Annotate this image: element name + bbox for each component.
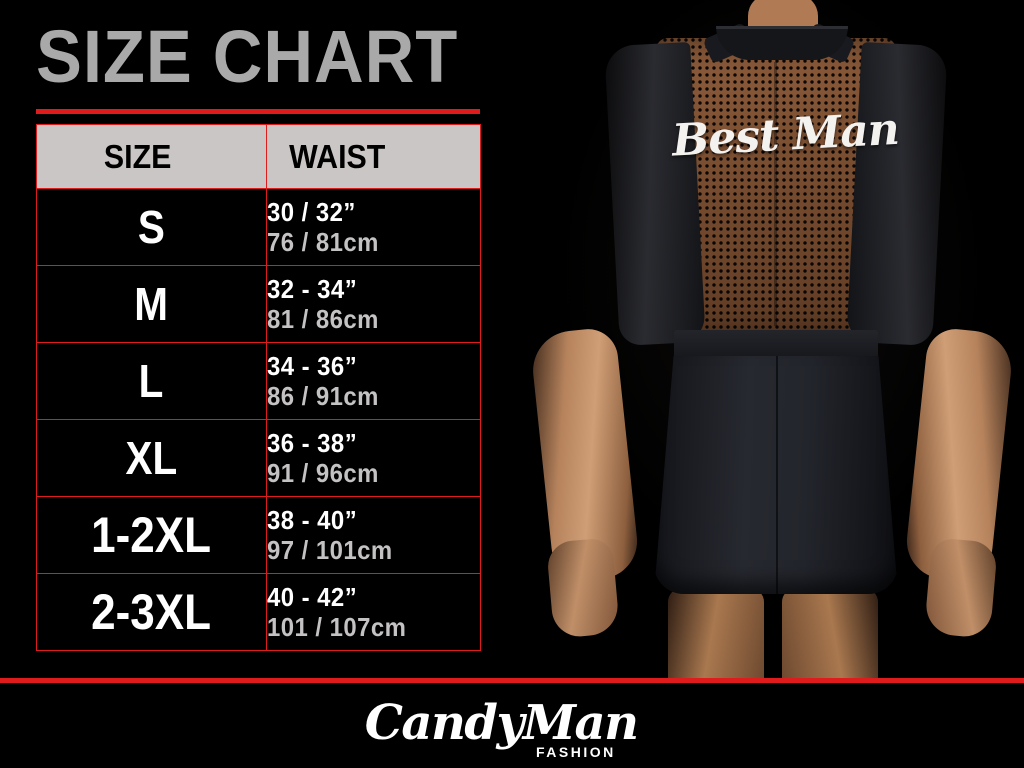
waist-centimeters: 76 / 81cm <box>267 226 379 257</box>
size-cell: M <box>36 265 267 343</box>
size-chart-panel: SIZE CHART SIZE WAIST S 30 / 32” 76 / 8 <box>0 0 520 690</box>
table-row: 2-3XL 40 - 42” 101 / 107cm <box>36 573 481 651</box>
column-header-waist: WAIST <box>266 124 481 189</box>
waist-cell: 36 - 38” 91 / 96cm <box>266 419 481 497</box>
shirt-collar <box>716 26 848 60</box>
size-cell: S <box>36 188 267 266</box>
size-cell: 1-2XL <box>36 496 267 574</box>
waist-inches: 40 - 42” <box>267 581 358 612</box>
size-label: XL <box>125 432 178 484</box>
footer-divider-rule <box>0 678 1024 683</box>
title-underline-rule <box>36 109 480 114</box>
size-label: L <box>139 355 164 407</box>
shirt-left-sleeve <box>604 41 706 347</box>
waist-cell: 30 / 32” 76 / 81cm <box>266 188 481 266</box>
table-row: S 30 / 32” 76 / 81cm <box>36 188 481 266</box>
table-row: L 34 - 36” 86 / 91cm <box>36 342 481 420</box>
shirt-right-sleeve <box>846 41 948 347</box>
waist-inches: 30 / 32” <box>267 196 356 227</box>
size-label: 2-3XL <box>91 584 212 640</box>
model-right-leg <box>782 588 878 678</box>
waist-inches: 32 - 34” <box>267 273 358 304</box>
waist-centimeters: 91 / 96cm <box>267 457 379 488</box>
table-row: XL 36 - 38” 91 / 96cm <box>36 419 481 497</box>
page-title: SIZE CHART <box>36 15 459 98</box>
waist-inches: 38 - 40” <box>267 504 358 535</box>
brand-tagline: FASHION <box>536 744 616 760</box>
size-cell: XL <box>36 419 267 497</box>
size-label: S <box>137 201 166 253</box>
waist-centimeters: 101 / 107cm <box>267 611 407 642</box>
model-right-hand <box>923 537 999 639</box>
skirt <box>654 356 898 594</box>
waist-cell: 40 - 42” 101 / 107cm <box>266 573 481 651</box>
size-cell: 2-3XL <box>36 573 267 651</box>
brand-name: CandyMan <box>364 695 639 751</box>
table-row: M 32 - 34” 81 / 86cm <box>36 265 481 343</box>
column-header-size: SIZE <box>36 124 267 189</box>
table-header-row: SIZE WAIST <box>36 124 481 189</box>
waist-cell: 32 - 34” 81 / 86cm <box>266 265 481 343</box>
size-chart-table: SIZE WAIST S 30 / 32” 76 / 81cm M <box>36 124 481 651</box>
waist-centimeters: 97 / 101cm <box>267 534 393 565</box>
product-photo: Best Man <box>520 0 1024 678</box>
size-cell: L <box>36 342 267 420</box>
waist-cell: 38 - 40” 97 / 101cm <box>266 496 481 574</box>
waist-centimeters: 86 / 91cm <box>267 380 379 411</box>
waist-cell: 34 - 36” 86 / 91cm <box>266 342 481 420</box>
model-left-hand <box>545 537 621 639</box>
best-man-print-text: Best Man <box>670 103 900 167</box>
waist-inches: 34 - 36” <box>267 350 358 381</box>
model-left-leg <box>668 588 764 678</box>
waist-inches: 36 - 38” <box>267 427 358 458</box>
size-label: 1-2XL <box>91 507 212 563</box>
brand-logo: CandyMan FASHION <box>0 683 1024 768</box>
size-label: M <box>134 278 169 330</box>
table-row: 1-2XL 38 - 40” 97 / 101cm <box>36 496 481 574</box>
waist-centimeters: 81 / 86cm <box>267 303 379 334</box>
footer: CandyMan FASHION <box>0 683 1024 768</box>
